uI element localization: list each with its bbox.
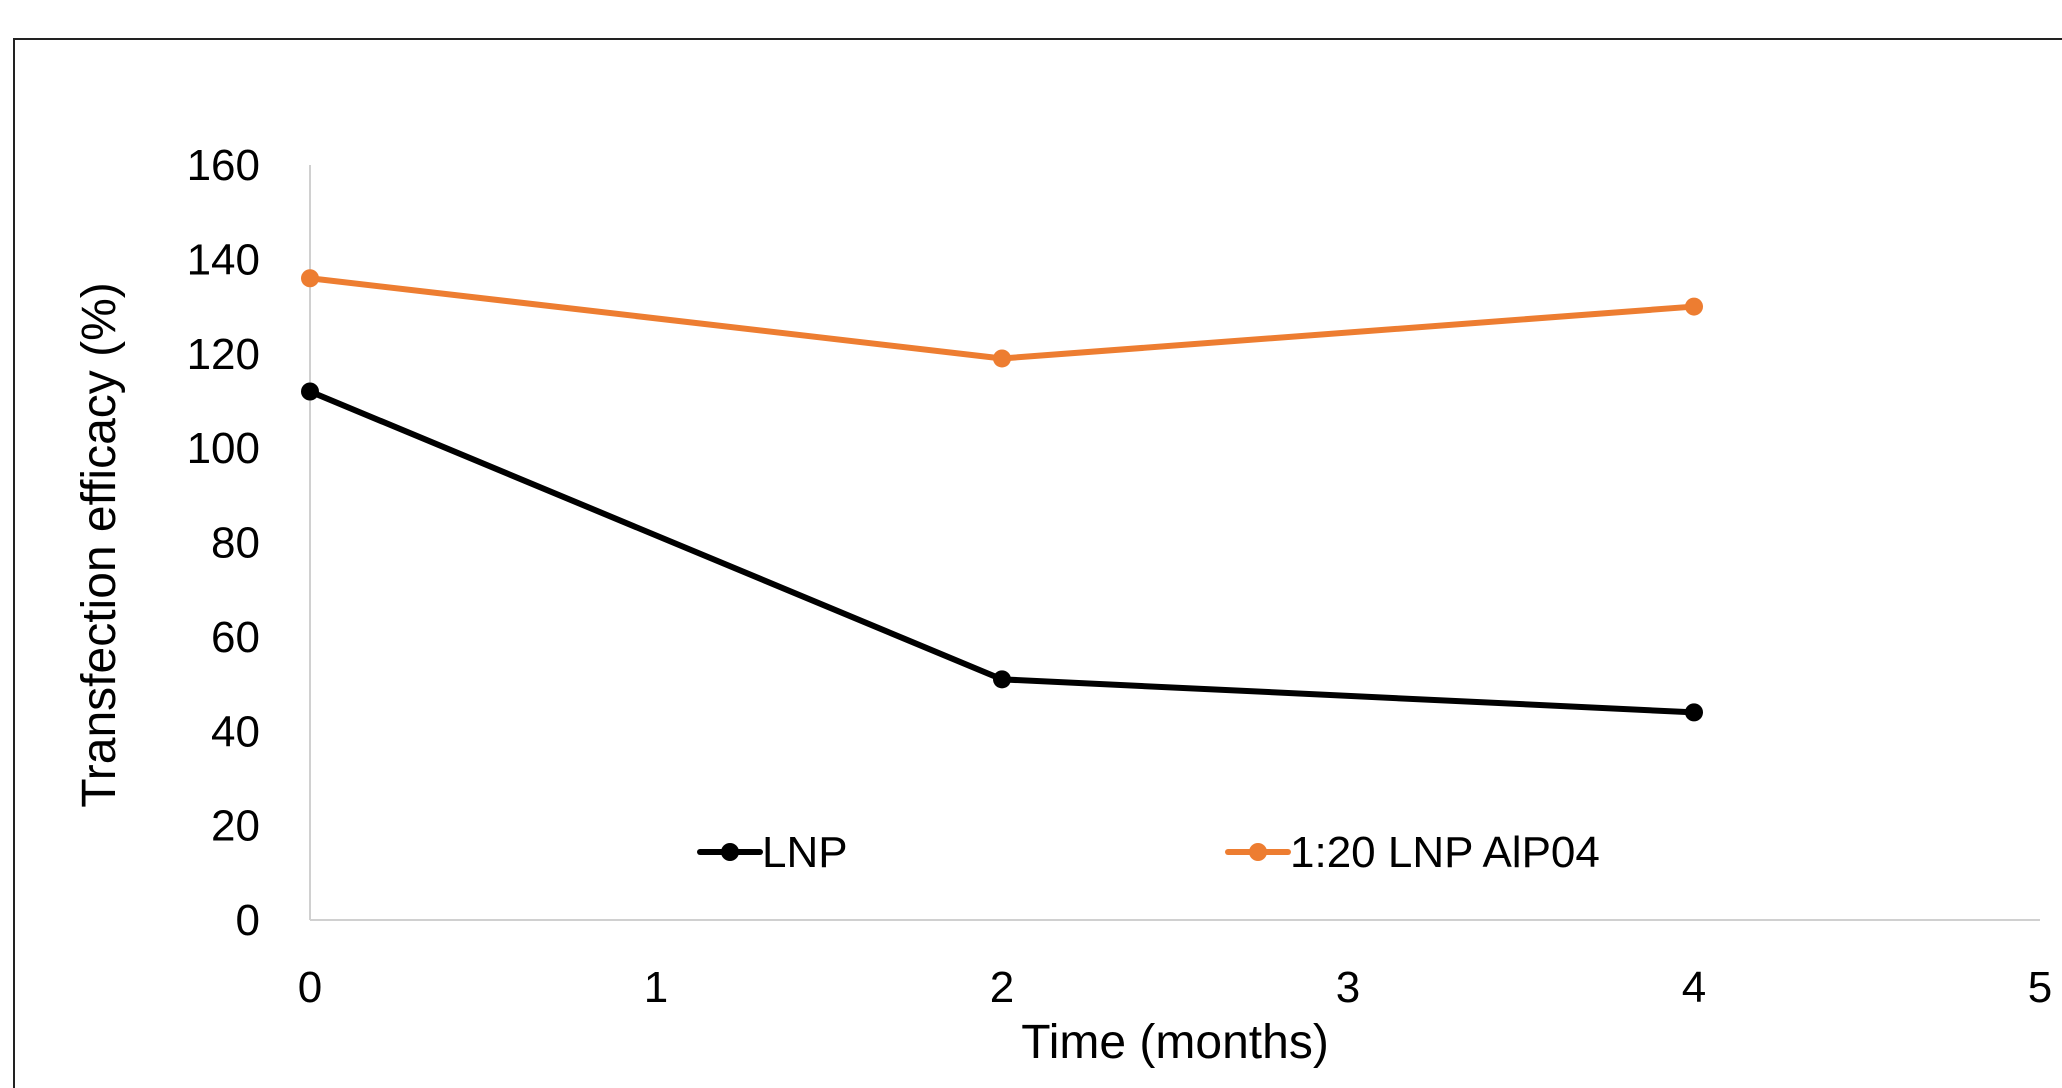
x-tick-label: 0 <box>298 963 322 1012</box>
y-tick-label: 60 <box>211 613 260 662</box>
y-axis-title: Transfection efficacy (%) <box>73 282 126 808</box>
y-tick-label: 160 <box>187 141 260 190</box>
data-point <box>993 670 1011 689</box>
y-tick-label: 20 <box>211 802 260 851</box>
data-point <box>993 349 1011 368</box>
data-point <box>1685 297 1703 316</box>
x-tick-label: 2 <box>990 963 1014 1012</box>
series-line <box>307 275 1697 362</box>
x-tick-labels: 0 1 2 3 4 5 <box>298 963 2052 1012</box>
data-point <box>1685 703 1703 722</box>
series-line <box>307 388 1697 716</box>
y-tick-label: 140 <box>187 235 260 284</box>
y-tick-label: 0 <box>236 896 260 945</box>
x-tick-label: 3 <box>1336 963 1360 1012</box>
legend: LNP 1:20 LNP AlP04 <box>697 828 1600 877</box>
series <box>301 269 1703 722</box>
x-tick-label: 4 <box>1682 963 1706 1012</box>
legend-swatch-marker <box>721 843 739 861</box>
y-tick-label: 100 <box>187 424 260 473</box>
x-tick-label: 1 <box>644 963 668 1012</box>
y-tick-label: 120 <box>187 330 260 379</box>
legend-swatch-marker <box>1249 843 1267 861</box>
chart-frame <box>13 38 2062 1088</box>
legend-label: 1:20 LNP AlP04 <box>1290 828 1600 877</box>
legend-label: LNP <box>762 828 848 877</box>
y-tick-labels: 0 20 40 60 80 100 120 140 160 <box>187 141 260 945</box>
data-point <box>301 269 319 288</box>
x-axis-title: Time (months) <box>1021 1016 1329 1069</box>
y-tick-label: 80 <box>211 519 260 568</box>
x-tick-label: 5 <box>2028 963 2052 1012</box>
y-tick-label: 40 <box>211 707 260 756</box>
axes <box>309 165 2040 921</box>
data-point <box>301 382 319 401</box>
